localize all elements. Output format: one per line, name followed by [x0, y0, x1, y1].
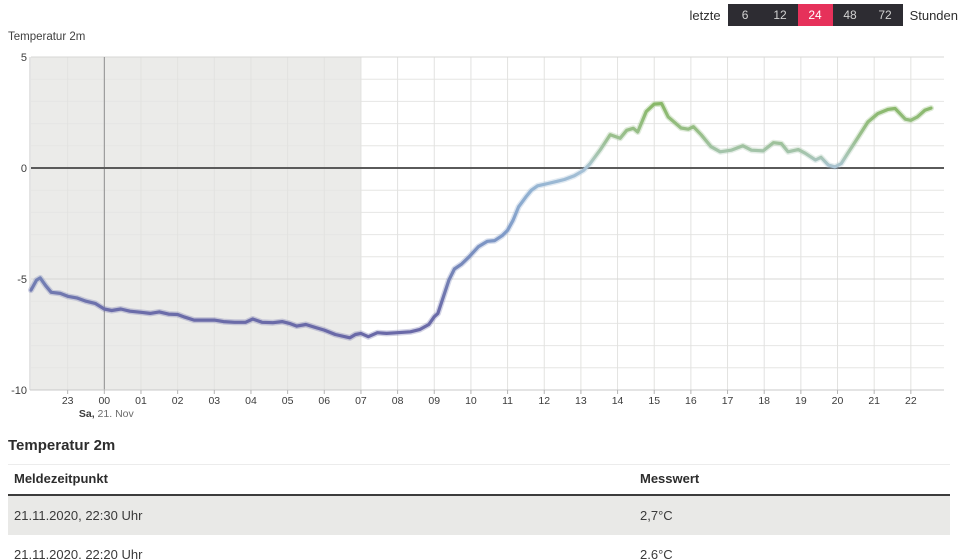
- x-axis-label: 01: [135, 395, 147, 407]
- temperature-chart: 5 0 -5 -10 23 00 01 02 03 04 05 06 07 08 09 10 11 12 13 14 1…: [11, 52, 944, 420]
- x-axis-label: 05: [282, 395, 294, 407]
- x-axis-label: 14: [612, 395, 624, 407]
- chart-title: Temperatur 2m: [8, 31, 86, 43]
- x-axis-label: 13: [575, 395, 587, 407]
- report-time-cell: 21.11.2020, 22:20 Uhr: [14, 547, 143, 559]
- column-header-messwert: Messwert: [634, 464, 950, 496]
- measurement-cell: 2,6°C: [640, 547, 673, 559]
- x-axis-label: 21: [868, 395, 880, 407]
- day-label: Sa, 21. Nov: [79, 408, 135, 420]
- range-suffix-label: Stunden: [909, 7, 958, 23]
- y-axis-label: 5: [21, 52, 27, 64]
- range-prefix-label: letzte: [689, 7, 721, 23]
- x-axis-label: 11: [502, 395, 513, 407]
- column-header-meldezeitpunkt: Meldezeitpunkt: [8, 464, 634, 496]
- report-time-cell: 21.11.2020, 22:30 Uhr: [14, 508, 143, 523]
- y-axis-label: 0: [21, 163, 27, 175]
- hours-button-6[interactable]: 6: [728, 4, 763, 26]
- table-header-row: Meldezeitpunkt Messwert: [8, 464, 950, 496]
- x-axis-label: 15: [648, 395, 660, 407]
- x-axis-label: 03: [208, 395, 220, 407]
- time-range-controls: letzte 6 12 24 48 72 Stunden: [689, 4, 958, 26]
- measurements-table: Meldezeitpunkt Messwert 21.11.2020, 22:3…: [8, 464, 950, 559]
- hours-button-24[interactable]: 24: [797, 4, 833, 26]
- hours-button-bar: 6 12 24 48 72: [727, 4, 903, 26]
- x-axis-label: 12: [538, 395, 550, 407]
- x-axis-label: 02: [172, 395, 184, 407]
- x-axis-label: 19: [795, 395, 807, 407]
- x-axis-label: 17: [722, 395, 734, 407]
- hours-button-12[interactable]: 12: [763, 4, 798, 26]
- y-axis-label: -10: [11, 385, 27, 397]
- x-axis-label: 20: [832, 395, 844, 407]
- temperature-line: [29, 101, 933, 340]
- x-axis-label: 10: [465, 395, 477, 407]
- table-row[interactable]: 21.11.2020, 22:20 Uhr 2,6°C: [8, 535, 950, 559]
- x-axis-label: 08: [392, 395, 404, 407]
- x-axis-label: 22: [905, 395, 917, 407]
- measurement-cell: 2,7°C: [640, 508, 673, 523]
- night-shading: [31, 57, 361, 390]
- x-axis-label: 04: [245, 395, 257, 407]
- x-axis-label: 16: [685, 395, 697, 407]
- hours-button-72[interactable]: 72: [868, 4, 903, 26]
- x-axis-label: 00: [98, 395, 110, 407]
- x-axis-label: 09: [428, 395, 440, 407]
- table-row[interactable]: 21.11.2020, 22:30 Uhr 2,7°C: [8, 495, 950, 535]
- x-axis-label: 18: [758, 395, 770, 407]
- y-axis-label: -5: [17, 274, 27, 286]
- x-axis-label: 07: [355, 395, 367, 407]
- x-axis-label: 06: [318, 395, 330, 407]
- x-axis-label: 23: [62, 395, 74, 407]
- hours-button-48[interactable]: 48: [833, 4, 868, 26]
- table-heading: Temperatur 2m: [8, 437, 116, 454]
